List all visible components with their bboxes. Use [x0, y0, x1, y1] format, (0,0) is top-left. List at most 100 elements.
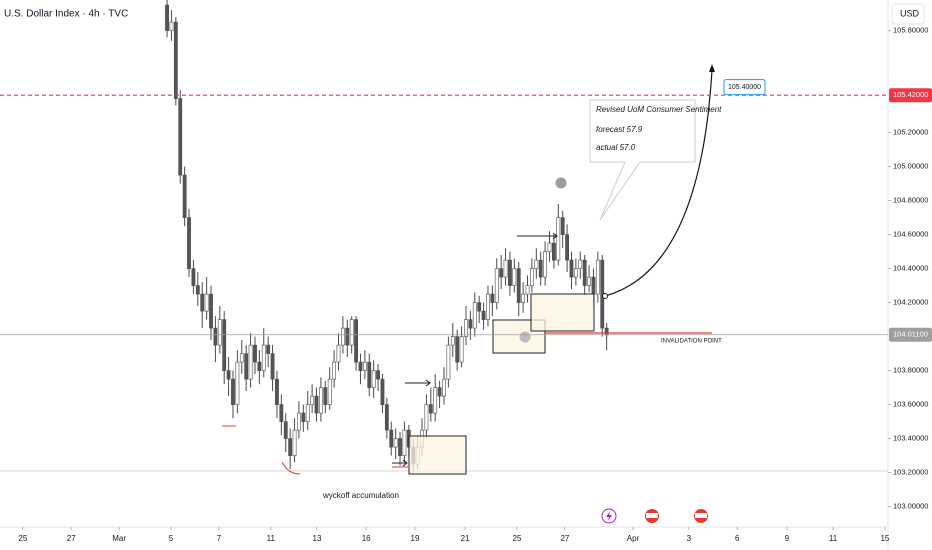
- candle-body: [235, 361, 240, 405]
- candle-body: [464, 319, 468, 337]
- candle-body: [481, 310, 486, 320]
- event-flag-stripe: [646, 513, 658, 518]
- candle-body: [393, 438, 398, 448]
- x-tick-label: 5: [169, 534, 174, 543]
- candle-body: [239, 353, 244, 363]
- candle-body: [191, 268, 196, 286]
- currency-button[interactable]: [891, 3, 925, 25]
- x-tick-label: 3: [687, 534, 692, 543]
- candle-body: [195, 285, 200, 295]
- candle-body: [556, 217, 561, 261]
- candle-body: [534, 259, 539, 269]
- candle-body: [503, 259, 508, 278]
- candle-body: [499, 268, 504, 278]
- x-tick-label: 21: [461, 534, 470, 543]
- candle-body: [455, 336, 460, 363]
- candle-body: [362, 361, 367, 371]
- candle-body: [169, 21, 174, 31]
- marker-dot: [519, 331, 531, 343]
- candle-body: [490, 293, 495, 303]
- candle-body: [547, 242, 552, 252]
- x-tick-label: 16: [362, 534, 371, 543]
- y-tick-label: 105.20000: [893, 128, 928, 137]
- price-tag-label: 105.42000: [893, 90, 928, 99]
- candle-body: [565, 234, 569, 261]
- invalidation-label: INVALIDATION POINT: [661, 339, 722, 345]
- event-icon-bolt: [606, 511, 612, 521]
- candle-body: [323, 387, 328, 405]
- arrow: [517, 232, 558, 240]
- candle-body: [332, 361, 336, 380]
- x-tick-label: 15: [880, 534, 889, 543]
- candle-body: [433, 387, 438, 414]
- candle-body: [217, 319, 222, 346]
- candle-body: [301, 412, 306, 422]
- candle-body: [204, 293, 209, 312]
- candle-body: [178, 98, 183, 176]
- candle-body: [261, 344, 266, 371]
- candle-body: [512, 268, 517, 286]
- candle-body: [270, 353, 275, 380]
- candle-body: [248, 344, 253, 380]
- candle-body: [569, 259, 574, 278]
- callout-actual: actual 57.0: [596, 143, 636, 152]
- candle-body: [165, 4, 169, 31]
- candle-body: [349, 319, 354, 346]
- candle-body: [398, 438, 402, 456]
- x-tick-label: 27: [67, 534, 76, 543]
- x-tick-label: Apr: [627, 534, 640, 543]
- x-tick-label: 19: [411, 534, 420, 543]
- candle-body: [578, 259, 583, 269]
- y-tick-label: 103.20000: [893, 468, 928, 477]
- candle-body: [231, 378, 235, 405]
- candle-body: [279, 404, 284, 422]
- candle-body: [552, 242, 556, 261]
- candle-body: [345, 327, 350, 346]
- candle-body: [573, 268, 578, 278]
- callout-box: [589, 99, 696, 221]
- y-tick-label: 103.60000: [893, 400, 928, 409]
- callout-title: Revised UoM Consumer Sentiment: [596, 105, 722, 114]
- candle-body: [173, 21, 178, 99]
- candle-body: [371, 370, 376, 388]
- y-tick-label: 105.00000: [893, 162, 928, 171]
- chart-title: U.S. Dollar Index · 4h · TVC: [4, 9, 128, 20]
- candle-body: [209, 293, 213, 329]
- price-tag: [889, 88, 932, 103]
- candle-body: [244, 353, 249, 380]
- candle-body: [582, 259, 587, 286]
- x-tick-label: 13: [313, 534, 322, 543]
- candle-body: [314, 395, 319, 414]
- candle-body: [283, 421, 288, 439]
- arrow: [405, 379, 431, 387]
- candle-body: [305, 404, 310, 422]
- candle-body: [257, 361, 262, 371]
- x-tick-label: 7: [217, 534, 222, 543]
- candle-body: [200, 293, 205, 312]
- candle-body: [538, 259, 543, 278]
- candle-body: [292, 429, 297, 456]
- projection-curve: [604, 69, 713, 297]
- y-tick-label: 103.80000: [893, 366, 928, 375]
- x-tick-label: 11: [267, 534, 276, 543]
- y-tick-label: 104.20000: [893, 298, 928, 307]
- candle-body: [472, 302, 477, 329]
- candle-body: [560, 217, 565, 235]
- x-tick-label: 11: [829, 534, 838, 543]
- candle-body: [358, 361, 363, 371]
- y-tick-label: 105.80000: [893, 26, 928, 35]
- y-tick-label: 104.60000: [893, 230, 928, 239]
- candle-body: [380, 378, 385, 405]
- curve-start: [602, 293, 608, 299]
- candle-body: [327, 378, 332, 405]
- x-tick-label: 27: [560, 534, 569, 543]
- candle-body: [486, 293, 490, 320]
- zone-box: [530, 293, 595, 332]
- candle-body: [288, 438, 293, 456]
- candle-body: [477, 302, 482, 312]
- candle-body: [516, 268, 521, 303]
- note: wyckoff accumulation: [322, 491, 399, 500]
- candle-body: [266, 344, 271, 354]
- candle-body: [591, 276, 596, 295]
- candle-body: [543, 251, 548, 278]
